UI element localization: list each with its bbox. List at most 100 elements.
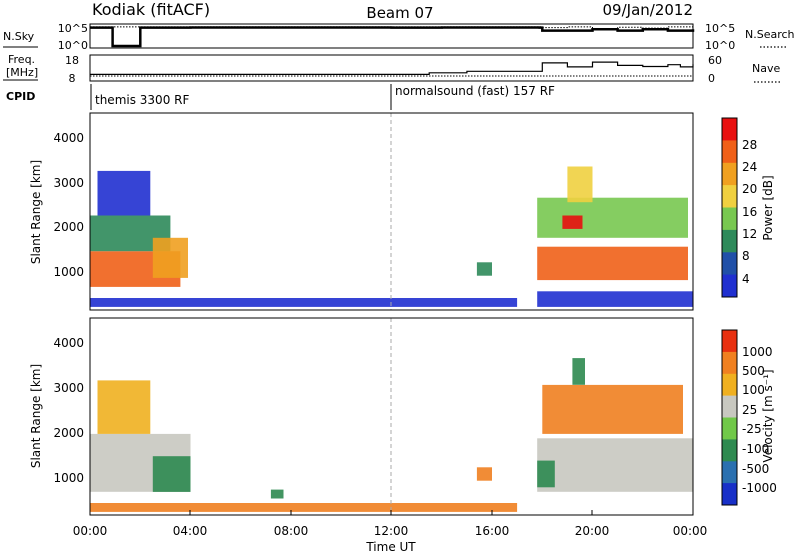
date-title: 09/Jan/2012 bbox=[603, 1, 694, 19]
power-cells-region-6 bbox=[537, 246, 688, 281]
x-tick-label-20: 20:00 bbox=[575, 524, 610, 538]
velocity-cells-region-1 bbox=[152, 456, 191, 492]
velocity-cbar-tick-1000: 1000 bbox=[742, 345, 773, 359]
velocity-cbar-swatches-swatch-4 bbox=[722, 417, 737, 440]
power-cbar-swatches-swatch-1 bbox=[722, 140, 737, 164]
search-count-line bbox=[90, 26, 694, 30]
power-cbar-tick-20: 20 bbox=[742, 182, 757, 196]
velocity-ytick-4000: 4000 bbox=[53, 336, 84, 350]
freq-label-line2: [MHz] bbox=[6, 66, 38, 79]
velocity-cbar-tick-500: 500 bbox=[742, 364, 765, 378]
velocity-cbar-swatches-swatch-5 bbox=[722, 439, 737, 462]
velocity-cells-region-9 bbox=[572, 358, 585, 385]
velocity-cbar-swatches-swatch-1 bbox=[722, 351, 737, 375]
search-tick-top: 10^5 bbox=[705, 22, 735, 35]
power-cbar-swatches-swatch-2 bbox=[722, 162, 737, 186]
freq-label-line1: Freq. bbox=[8, 53, 35, 66]
velocity-cells-region-3 bbox=[90, 503, 518, 512]
velocity-cbar-swatches-swatch-2 bbox=[722, 373, 737, 397]
power-cbar-tick-28: 28 bbox=[742, 138, 757, 152]
power-colorbar-swatches bbox=[722, 118, 737, 298]
velocity-cbar-swatches-swatch-3 bbox=[722, 395, 737, 418]
nsky-label: N.Sky bbox=[3, 30, 35, 43]
x-tick-label-16: 16:00 bbox=[475, 524, 510, 538]
power-cells-region-5 bbox=[476, 262, 492, 276]
cpid-mode-2: normalsound (fast) 157 RF bbox=[395, 84, 555, 98]
velocity-colorbar: 1000 500 100 25 -25 -100 -500 -1000 Velo… bbox=[721, 329, 777, 506]
velocity-cbar-tick-100: 100 bbox=[742, 383, 765, 397]
power-ytick-4000: 4000 bbox=[53, 131, 84, 145]
sky-count-line bbox=[90, 26, 695, 48]
freq-strip: Freq. [MHz] 18 8 60 0 Nave bbox=[3, 53, 782, 85]
power-ytick-2000: 2000 bbox=[53, 220, 84, 234]
power-ytick-3000: 3000 bbox=[53, 176, 84, 190]
x-tick-label-24: 00:00 bbox=[673, 524, 708, 538]
power-cells-region-2 bbox=[97, 170, 151, 216]
velocity-cbar-tick-25: 25 bbox=[742, 403, 757, 417]
cpid-label: CPID bbox=[6, 90, 35, 103]
power-ytick-1000: 1000 bbox=[53, 265, 84, 279]
power-cbar-swatches-swatch-6 bbox=[722, 252, 737, 276]
power-cbar-tick-12: 12 bbox=[742, 227, 757, 241]
velocity-cells-region-8 bbox=[537, 460, 555, 488]
x-axis-label: Time UT bbox=[365, 540, 416, 554]
nave-tick-top: 60 bbox=[708, 54, 722, 67]
power-cbar-tick-16: 16 bbox=[742, 205, 757, 219]
velocity-cbar-tick-neg25: -25 bbox=[742, 422, 762, 436]
search-tick-bottom: 10^0 bbox=[705, 39, 735, 52]
velocity-ytick-2000: 2000 bbox=[53, 426, 84, 440]
power-cbar-swatches-swatch-0 bbox=[722, 118, 737, 141]
x-tick-label-12: 12:00 bbox=[374, 524, 409, 538]
freq-tick-bottom: 8 bbox=[69, 72, 76, 85]
velocity-cells-region-5 bbox=[476, 467, 492, 481]
power-y-ticks: 1000 2000 3000 4000 bbox=[53, 131, 84, 279]
velocity-cbar-swatches-swatch-7 bbox=[722, 483, 737, 506]
nave-tick-bottom: 0 bbox=[708, 72, 715, 85]
velocity-cells-region-6 bbox=[537, 438, 693, 492]
x-tick-label-0: 00:00 bbox=[73, 524, 108, 538]
velocity-cbar-swatches-swatch-0 bbox=[722, 330, 737, 353]
velocity-cells-region-2 bbox=[97, 380, 151, 434]
time-axis-ticks bbox=[89, 510, 593, 515]
power-cbar-swatches-swatch-5 bbox=[722, 229, 737, 253]
power-cbar-swatches-swatch-4 bbox=[722, 207, 737, 231]
velocity-cbar-swatches-swatch-6 bbox=[722, 461, 737, 484]
power-y-axis-label: Slant Range [km] bbox=[29, 160, 43, 264]
power-panel: 1000 2000 3000 4000 Slant Range [km] bbox=[29, 112, 694, 311]
power-colorbar-label: Power [dB] bbox=[761, 175, 775, 240]
velocity-colorbar-swatches bbox=[722, 330, 737, 506]
power-cbar-swatches-swatch-7 bbox=[722, 274, 737, 298]
time-axis: 00:00 04:00 08:00 12:00 16:00 20:00 00:0… bbox=[73, 510, 708, 554]
beam-title: Beam 07 bbox=[366, 4, 433, 22]
power-cbar-tick-4: 4 bbox=[742, 272, 750, 286]
power-cells-region-9 bbox=[567, 166, 593, 203]
x-tick-label-8: 08:00 bbox=[274, 524, 309, 538]
cpid-strip: CPID themis 3300 RF normalsound (fast) 1… bbox=[6, 84, 555, 110]
velocity-cells-region-4 bbox=[270, 489, 284, 499]
power-frame bbox=[89, 112, 694, 311]
freq-tick-top: 18 bbox=[65, 54, 79, 67]
cpid-mode-1: themis 3300 RF bbox=[95, 93, 189, 107]
station-title: Kodiak (fitACF) bbox=[92, 0, 210, 19]
power-cells-region-10 bbox=[537, 291, 693, 307]
power-heatmap bbox=[90, 166, 693, 307]
sky-strip-frame bbox=[89, 23, 694, 49]
power-cells-region-7 bbox=[537, 197, 688, 238]
velocity-cbar-tick-neg500: -500 bbox=[742, 462, 769, 476]
velocity-colorbar-label: Velocity [m s⁻¹] bbox=[761, 369, 775, 462]
power-colorbar: 28 24 20 16 12 8 4 Power [dB] bbox=[721, 117, 775, 298]
power-cells-region-8 bbox=[562, 215, 583, 229]
velocity-ytick-1000: 1000 bbox=[53, 471, 84, 485]
velocity-y-ticks: 1000 2000 3000 4000 bbox=[53, 336, 84, 485]
velocity-cells-region-7 bbox=[542, 384, 683, 434]
velocity-cbar-tick-neg100: -100 bbox=[742, 442, 769, 456]
x-tick-label-4: 04:00 bbox=[173, 524, 208, 538]
sky-tick-bottom: 10^0 bbox=[58, 39, 88, 52]
freq-strip-frame bbox=[89, 54, 694, 82]
power-cells-region-3 bbox=[152, 237, 188, 278]
velocity-y-axis-label: Slant Range [km] bbox=[29, 364, 43, 468]
power-cbar-tick-24: 24 bbox=[742, 160, 757, 174]
velocity-colorbar-frame bbox=[721, 329, 738, 506]
power-cbar-tick-8: 8 bbox=[742, 249, 750, 263]
